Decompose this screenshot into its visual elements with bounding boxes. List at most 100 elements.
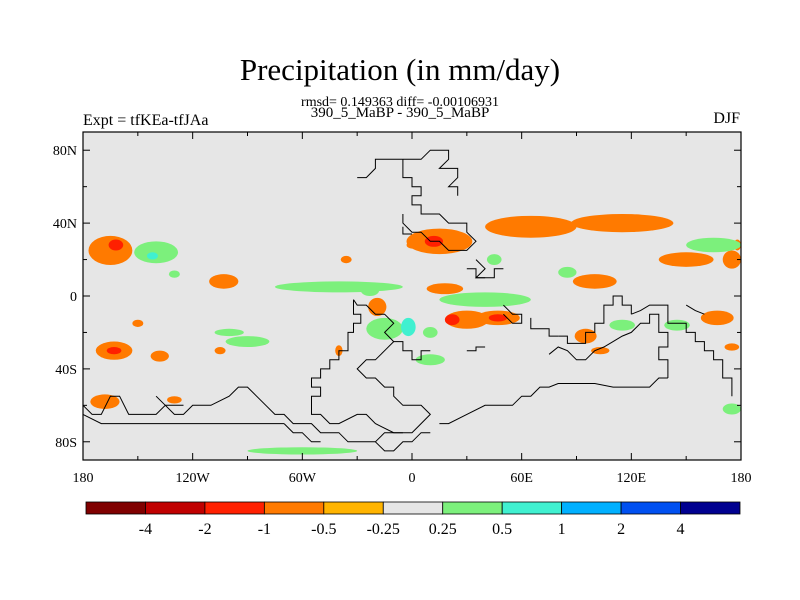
anomaly-patch	[591, 347, 610, 355]
coastline	[357, 158, 403, 179]
coastline	[402, 149, 459, 196]
anomaly-patch	[722, 403, 741, 415]
coastline	[402, 159, 477, 251]
colorbar-label: 4	[677, 521, 685, 538]
anomaly-patch	[401, 317, 416, 337]
colorbar-box	[620, 501, 681, 515]
anomaly-patch	[488, 314, 508, 322]
anomaly-patch	[609, 319, 635, 331]
coastline	[155, 395, 184, 406]
colorbar-box	[501, 501, 563, 515]
x-tick-label: 180	[73, 471, 94, 486]
coastline	[466, 268, 486, 279]
anomaly-patch	[572, 274, 617, 289]
coastline	[548, 313, 669, 378]
anomaly-patch	[132, 319, 144, 327]
anomaly-patch	[360, 285, 380, 296]
anomaly-patch	[415, 354, 445, 366]
coastline	[530, 317, 559, 337]
anomaly-patch	[558, 266, 577, 278]
x-tick-label: 180	[731, 471, 752, 486]
anomaly-patch	[90, 394, 120, 409]
colorbar-labels: -4 -2 -1 -0.5 -0.25 0.25 0.5 1 2 4	[139, 521, 685, 538]
colorbar-box	[382, 501, 444, 515]
colorbar-label: 0.5	[492, 521, 512, 538]
coastline	[685, 304, 705, 315]
anomaly-patch	[485, 215, 577, 238]
anomaly-patch	[209, 274, 239, 289]
colorbar-label: -0.25	[367, 521, 400, 538]
anomaly-patch	[406, 241, 418, 249]
anomaly-patch	[167, 396, 182, 404]
coastline	[375, 432, 431, 452]
colorbar-box	[85, 501, 146, 515]
x-axis: 180 120W 60W 0 60E 120E 180	[73, 132, 752, 486]
colorbar-label: -4	[139, 521, 152, 538]
x-tick-label: 120E	[617, 471, 647, 486]
coastline	[558, 295, 632, 344]
y-tick-label: 40S	[55, 363, 77, 378]
anomaly-patch	[486, 254, 502, 266]
y-tick-label: 0	[70, 290, 77, 305]
anomaly-patch	[225, 336, 270, 348]
colorbar-box	[561, 501, 622, 515]
anomaly-patch	[146, 252, 158, 260]
colorbar-box	[204, 501, 265, 515]
anomaly-patch	[340, 255, 352, 264]
coastlines	[83, 149, 733, 452]
anomaly-patch	[426, 283, 464, 295]
anomaly-patch	[368, 297, 387, 317]
x-tick-label: 120W	[176, 471, 211, 486]
anomaly-patch	[150, 350, 169, 362]
anomaly-patch	[366, 317, 403, 340]
y-tick-label: 80N	[53, 144, 77, 159]
y-axis: 80N 40N 0 40S 80S	[53, 144, 741, 451]
colorbar-label: 1	[558, 521, 566, 538]
anomaly-patch	[444, 314, 460, 326]
anomaly-patch	[274, 281, 403, 293]
y-tick-label: 80S	[55, 436, 77, 451]
coastline	[283, 423, 321, 443]
colorbar-label: -1	[258, 521, 271, 538]
colorbar-box	[323, 501, 384, 515]
coastline	[393, 341, 431, 361]
anomaly-patch	[108, 239, 124, 251]
coastline	[631, 304, 733, 397]
anomaly-patch	[88, 235, 133, 266]
colorbar-label: -2	[198, 521, 211, 538]
anomaly-patch	[686, 237, 741, 253]
anomaly-patch	[700, 310, 734, 326]
anomaly-patch	[422, 326, 438, 338]
anomaly-patch	[571, 214, 674, 233]
x-tick-label: 60E	[510, 471, 533, 486]
colorbar-label: -0.5	[311, 521, 336, 538]
coastline	[466, 346, 486, 352]
coastline	[311, 299, 432, 434]
stats-line: rmsd= 0.149363 diff= -0.00106931	[301, 95, 499, 110]
colorbar-box	[145, 501, 206, 515]
anomaly-patch	[214, 328, 244, 337]
anomaly-patch	[722, 250, 741, 269]
colorbar-box	[680, 501, 741, 515]
anomaly-patch	[439, 292, 531, 307]
plot-title: Precipitation (in mm/day)	[239, 52, 561, 87]
anomaly-patch	[664, 319, 690, 331]
anomaly-patch	[247, 447, 358, 455]
anomaly-patch	[106, 347, 122, 355]
anomaly-patch	[724, 343, 740, 351]
colorbar-label: 2	[617, 521, 625, 538]
colorbar-label: 0.25	[429, 521, 457, 538]
coastline	[402, 226, 412, 235]
coastline	[474, 259, 504, 279]
anomaly-patch	[168, 270, 180, 278]
x-tick-label: 0	[409, 471, 416, 486]
anomaly-patch	[134, 241, 179, 264]
season-label: DJF	[713, 110, 740, 127]
colorbar-box	[263, 501, 325, 515]
colorbar-box	[442, 501, 503, 515]
experiment-label: Expt = tfKEa-tfJAa	[83, 112, 209, 129]
x-tick-label: 60W	[289, 471, 317, 486]
anomaly-patch	[214, 347, 226, 355]
coastline	[83, 386, 403, 443]
